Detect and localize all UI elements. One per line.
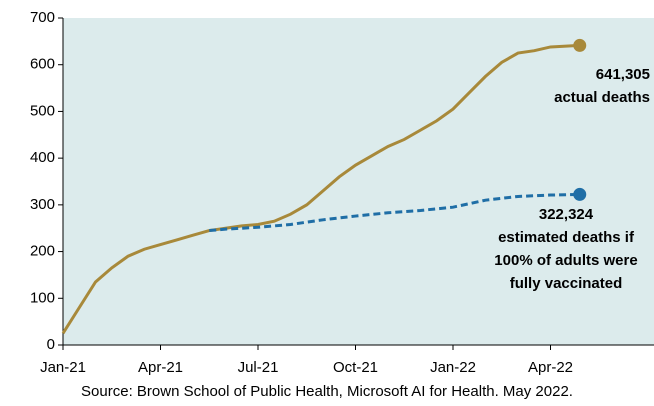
annotation: fully vaccinated xyxy=(510,275,623,292)
x-tick-label: Jul-21 xyxy=(238,359,279,376)
x-tick-label: Oct-21 xyxy=(333,359,378,376)
annotation: estimated deaths if xyxy=(498,229,635,246)
series-line xyxy=(209,192,580,233)
x-tick-label: Apr-22 xyxy=(528,359,573,376)
x-tick-label: Jan-21 xyxy=(40,359,86,376)
annotation: 322,324 xyxy=(539,206,594,223)
end-marker xyxy=(573,187,587,201)
source-note: Source: Brown School of Public Health, M… xyxy=(81,383,573,400)
x-tick-label: Jan-22 xyxy=(430,359,476,376)
y-tick-label: 500 xyxy=(30,102,55,119)
y-tick-label: 600 xyxy=(30,56,55,73)
annotation: 100% of adults were xyxy=(494,252,637,269)
y-tick-label: 200 xyxy=(30,243,55,260)
y-tick-label: 0 xyxy=(47,336,55,353)
annotation: actual deaths xyxy=(554,89,650,106)
annotation: 641,305 xyxy=(596,66,650,83)
y-tick-label: 100 xyxy=(30,289,55,306)
y-tick-label: 300 xyxy=(30,196,55,213)
y-tick-label: 700 xyxy=(30,9,55,26)
series-line xyxy=(61,43,580,335)
x-tick-label: Apr-21 xyxy=(138,359,183,376)
plot-background xyxy=(63,18,654,345)
y-tick-label: 400 xyxy=(30,149,55,166)
end-marker xyxy=(573,38,587,52)
